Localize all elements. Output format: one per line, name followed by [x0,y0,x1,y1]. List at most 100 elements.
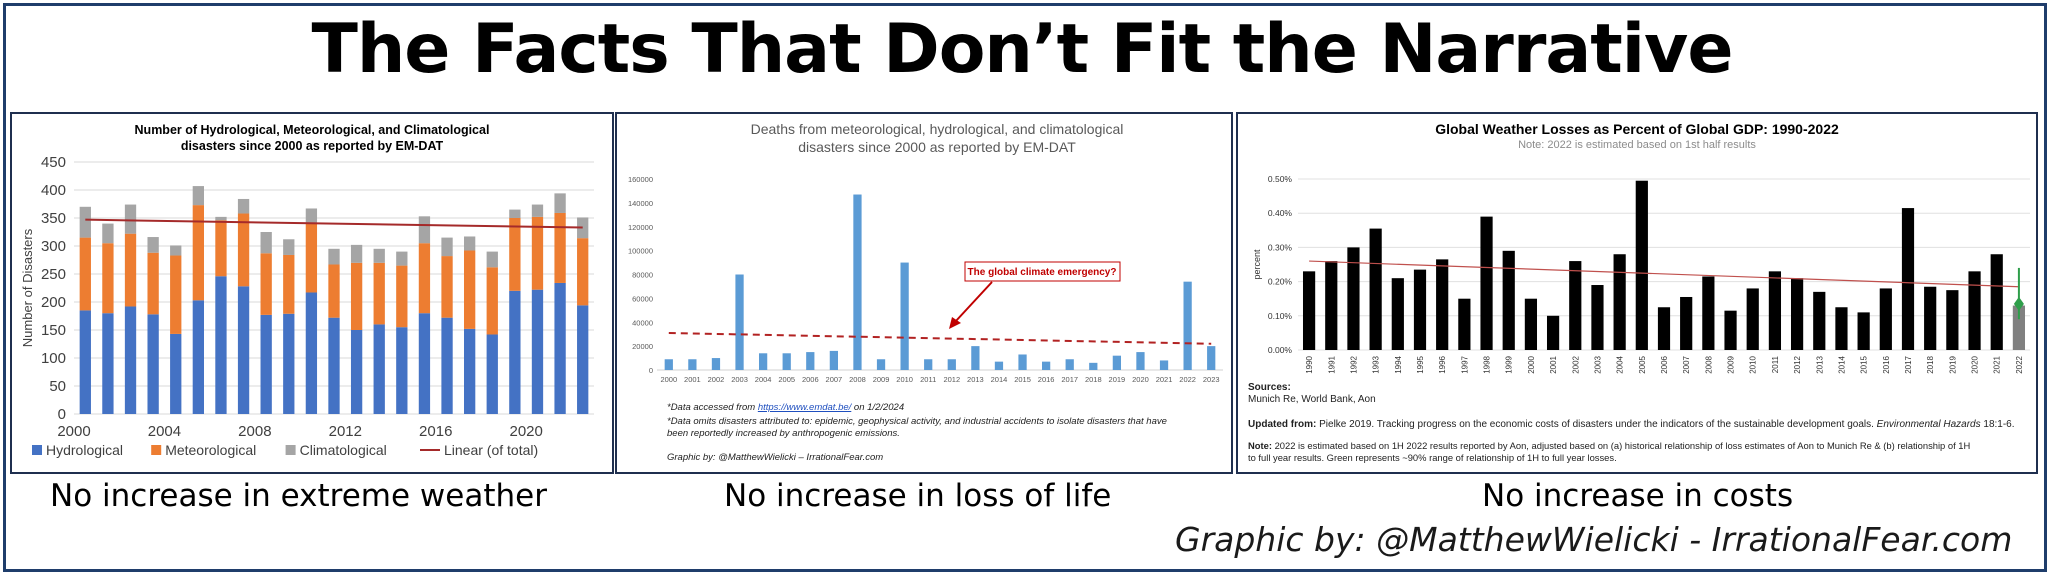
legend-swatch-meteorological [151,445,162,455]
x-tick-label: 2012 [1793,355,1802,373]
bar-hydrological-2014 [396,327,408,414]
panel-costs: Global Weather Losses as Percent of Glob… [1236,112,2038,474]
x-tick-label: 2009 [1727,355,1736,373]
bar-meteorological-2021 [554,212,566,283]
caption-loss-of-life: No increase in loss of life [724,478,1112,514]
bar-loss-1993 [1369,228,1382,350]
bar-meteorological-2006 [215,220,227,277]
x-tick-label: 2021 [1993,355,2002,373]
y-tick-label: 160000 [628,175,653,184]
bar-hydrological-2009 [283,313,295,414]
bar-climatological-2017 [464,236,476,251]
emdat-link[interactable]: https://www.emdat.be/ [757,402,852,413]
x-tick-label: 2013 [967,375,984,384]
bar-hydrological-2016 [441,317,453,414]
x-tick-label: 1996 [1438,355,1447,373]
y-tick-label: 0.30% [1268,242,1293,252]
bar-meteorological-2007 [237,213,250,287]
bar-deaths-2012 [947,359,956,370]
legend-label-hydrological: Hydrological [46,442,123,458]
y-tick-label: 350 [41,210,66,227]
annotation-arrow [954,281,993,323]
bar-climatological-2004 [170,245,182,256]
bar-hydrological-2017 [464,328,476,414]
x-tick-label: 2008 [238,423,271,440]
chart-disaster-counts: Number of Hydrological, Meteorological, … [20,123,594,458]
x-tick-label: 2000 [660,375,677,384]
bar-loss-2014 [1835,307,1848,350]
note-label: Note: [1248,440,1272,451]
bar-climatological-2010 [305,208,318,223]
bar-loss-1997 [1458,298,1471,350]
bar-deaths-2019 [1112,355,1122,370]
trend-line [668,331,1212,345]
bar-deaths-2001 [688,359,697,370]
bar-hydrological-2022 [577,305,589,414]
bar-loss-1990 [1302,271,1316,350]
bar-climatological-2022 [577,217,589,239]
caption-costs: No increase in costs [1482,478,1794,514]
bar-climatological-2009 [283,239,295,255]
bar-hydrological-2019 [509,290,521,414]
bar-deaths-2009 [876,359,886,370]
chart-title-line2: disasters since 2000 as reported by EM-D… [181,139,444,153]
data-omission-note-line2: been reportedly increased by anthropogen… [667,428,900,439]
bar-hydrological-2012 [350,330,363,414]
bar-loss-2010 [1746,288,1759,350]
bar-hydrological-2018 [486,334,498,414]
bar-deaths-2005 [782,353,791,370]
bar-loss-1996 [1436,259,1449,350]
legend-label-meteorological: Meteorological [165,442,256,458]
x-tick-label: 2016 [1882,355,1891,373]
bar-climatological-2013 [373,248,385,263]
bar-loss-2009 [1724,310,1737,350]
x-tick-label: 2018 [1926,355,1935,373]
bar-meteorological-2013 [373,262,385,325]
bar-deaths-2000 [664,359,673,370]
bar-meteorological-2012 [350,262,363,330]
x-tick-label: 2005 [1638,355,1647,373]
bar-deaths-2004 [758,353,768,370]
bar-meteorological-2008 [260,253,272,315]
bar-climatological-2012 [350,244,363,263]
bar-meteorological-2016 [441,256,453,318]
bar-loss-1995 [1413,269,1427,350]
x-tick-label: 2015 [1014,375,1031,384]
x-tick-label: 2020 [1971,355,1980,373]
bar-loss-2017 [1901,208,1915,350]
legend-label-trend: Linear (of total) [444,442,538,458]
x-tick-label: 2014 [1837,355,1846,373]
bar-loss-2018 [1924,286,1937,350]
sources-text: Munich Re, World Bank, Aon [1248,394,1376,405]
annotation-text: The global climate emergency? [968,267,1117,278]
chart-disaster-deaths: Deaths from meteorological, hydrological… [628,121,1223,384]
y-tick-label: 0.20% [1268,277,1293,287]
y-tick-label: 140000 [628,199,653,208]
x-tick-label: 2012 [943,375,960,384]
bar-deaths-2006 [806,352,815,370]
data-access-note: *Data accessed from https://www.emdat.be… [667,402,904,413]
estimate-range-marker [2013,296,2024,311]
y-tick-label: 200 [41,294,66,311]
bar-hydrological-2015 [418,313,431,414]
x-tick-label: 1997 [1460,355,1469,373]
x-tick-label: 2010 [1749,355,1758,373]
bar-hydrological-2013 [373,324,385,414]
estimate-note: Note: 2022 is estimated based on 1H 2022… [1248,440,1970,464]
x-tick-label: 1995 [1416,355,1425,373]
bar-climatological-2016 [441,237,453,257]
bar-loss-2003 [1591,285,1604,350]
bar-loss-2006 [1657,307,1671,350]
bar-loss-2012 [1790,278,1804,350]
x-tick-label: 2010 [896,375,913,384]
bar-meteorological-2009 [283,254,295,314]
y-tick-label: 400 [41,182,66,199]
bar-climatological-2014 [396,251,408,266]
bar-hydrological-2006 [215,276,227,414]
bar-loss-2019 [1946,290,1959,350]
chart-title-line2: disasters since 2000 as reported by EM-D… [798,139,1076,155]
bar-meteorological-2003 [147,252,159,315]
bar-loss-2011 [1768,271,1782,350]
bar-loss-2021 [1990,254,2003,350]
legend-swatch-climatological [285,445,296,455]
